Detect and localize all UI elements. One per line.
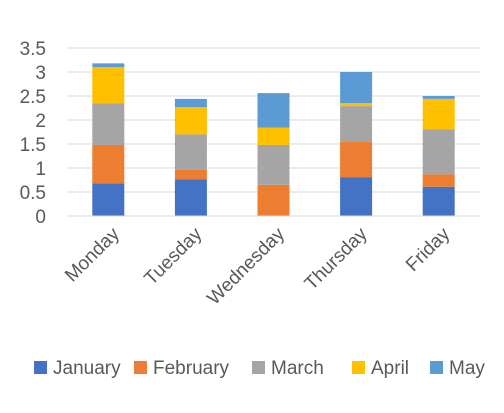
- bar-january-tuesday: [174, 179, 207, 216]
- bar-april-thursday: [340, 103, 373, 107]
- y-tick-label: 2: [35, 111, 46, 132]
- y-tick-label: 2.5: [20, 87, 46, 108]
- bar-february-tuesday: [174, 169, 207, 180]
- legend-label-april: April: [371, 358, 409, 379]
- legend-label-march: March: [271, 358, 324, 379]
- y-tick-label: 0.5: [20, 183, 46, 204]
- bar-april-wednesday: [257, 127, 290, 145]
- legend-label-january: January: [53, 358, 121, 379]
- x-category-label: Monday: [61, 223, 124, 286]
- bar-february-wednesday: [257, 184, 290, 216]
- bar-january-friday: [422, 186, 455, 216]
- bars: [92, 63, 455, 216]
- legend-swatch-march: [252, 361, 265, 374]
- x-category-label: Thursday: [301, 223, 372, 294]
- bar-april-monday: [92, 67, 125, 104]
- bar-january-monday: [92, 183, 125, 216]
- bar-march-monday: [92, 103, 125, 145]
- bar-march-thursday: [340, 106, 373, 142]
- bar-may-thursday: [340, 72, 373, 104]
- bar-march-friday: [422, 129, 455, 175]
- bar-april-friday: [422, 98, 455, 130]
- bar-april-tuesday: [174, 107, 207, 135]
- y-tick-label: 1.5: [20, 135, 46, 156]
- y-tick-label: 0: [35, 207, 46, 228]
- x-category-label: Friday: [402, 223, 455, 276]
- bar-march-tuesday: [174, 134, 207, 170]
- y-axis-tick-labels: 0 0.5 1 1.5 2 2.5 3 3.5: [20, 39, 46, 228]
- legend-swatch-february: [134, 361, 147, 374]
- bar-march-wednesday: [257, 144, 290, 185]
- bar-may-friday: [422, 96, 455, 99]
- bar-february-monday: [92, 144, 125, 184]
- x-category-label: Tuesday: [141, 223, 207, 289]
- bar-may-monday: [92, 63, 125, 68]
- bar-february-friday: [422, 174, 455, 187]
- bar-may-wednesday: [257, 93, 290, 128]
- x-category-label: Wednesday: [203, 223, 289, 309]
- y-tick-label: 3.5: [20, 39, 46, 60]
- y-tick-label: 1: [35, 159, 46, 180]
- legend-swatch-january: [34, 361, 47, 374]
- legend: January February March April May: [34, 358, 485, 379]
- bar-february-thursday: [340, 141, 373, 178]
- legend-label-may: May: [449, 358, 485, 379]
- legend-swatch-may: [430, 361, 443, 374]
- bar-january-thursday: [340, 177, 373, 216]
- legend-swatch-april: [352, 361, 365, 374]
- bar-may-tuesday: [174, 98, 207, 108]
- y-tick-label: 3: [35, 63, 46, 84]
- legend-label-february: February: [153, 358, 230, 379]
